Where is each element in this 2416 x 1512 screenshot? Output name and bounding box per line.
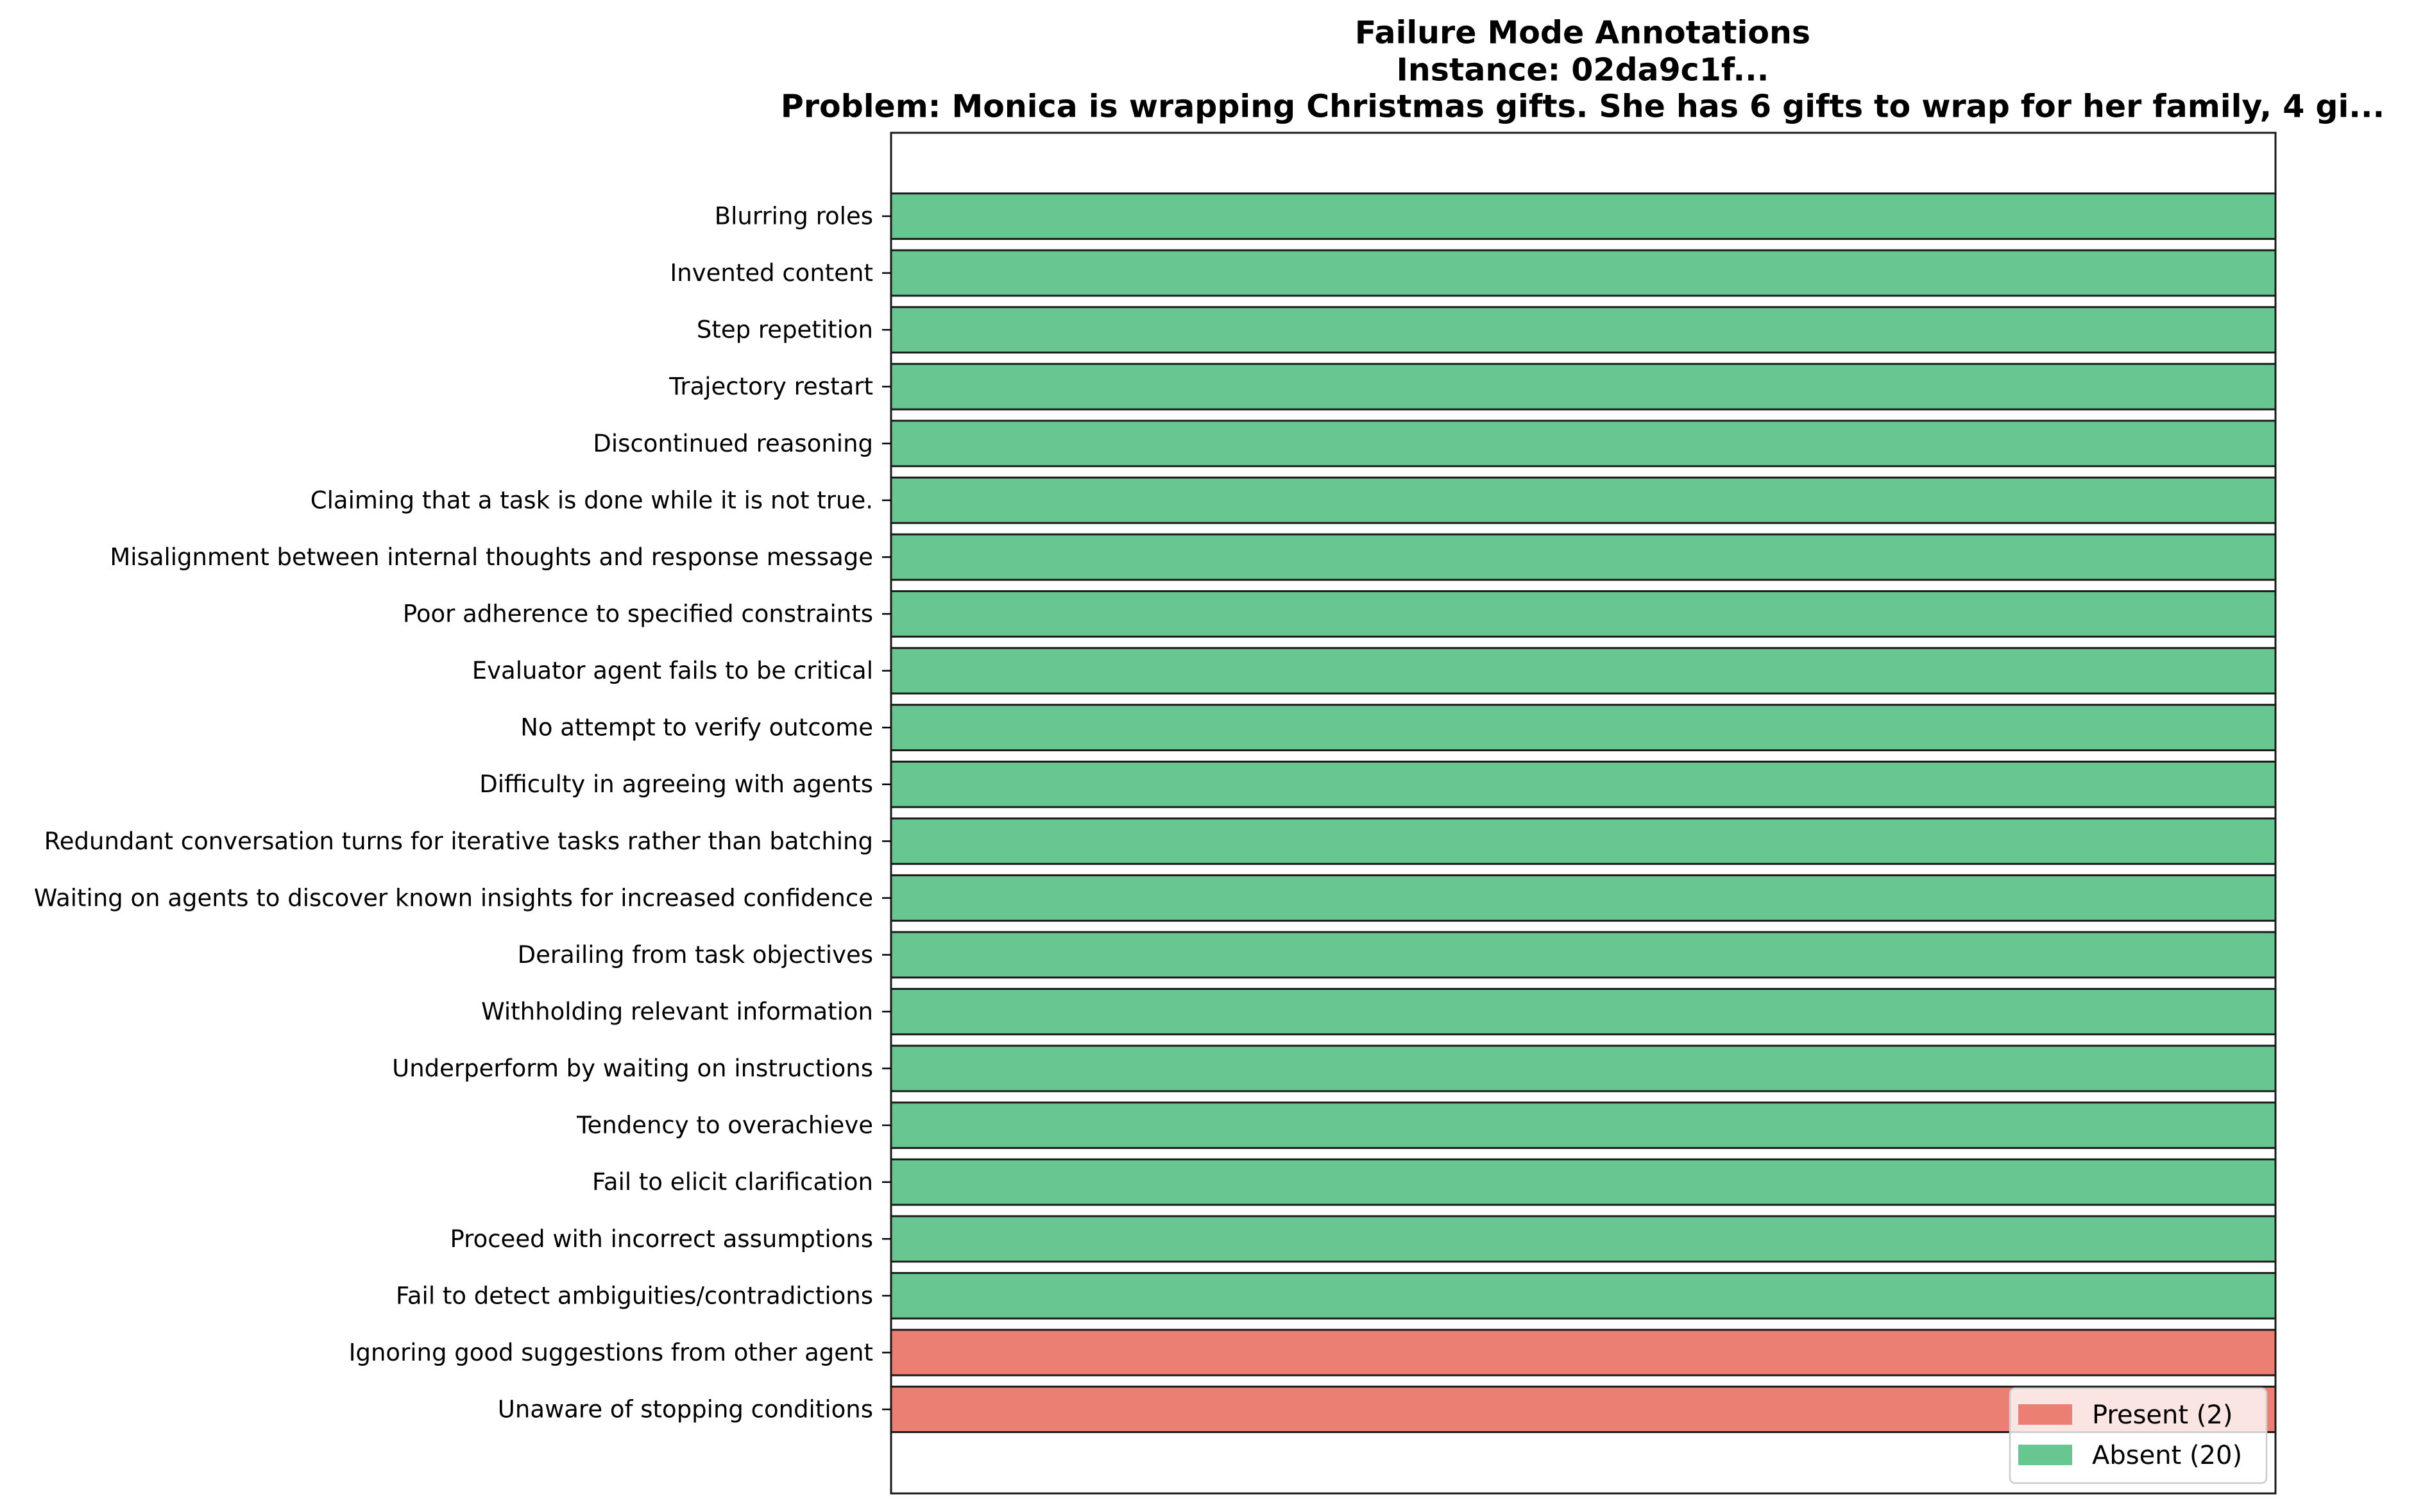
bar-absent	[890, 192, 2277, 240]
y-tick-label: Unaware of stopping conditions	[498, 1396, 873, 1423]
bar-absent	[890, 760, 2277, 808]
y-tick-label: No attempt to verify outcome	[520, 714, 873, 742]
y-tick-label: Redundant conversation turns for iterati…	[44, 828, 873, 855]
bar-absent	[890, 704, 2277, 752]
y-tick-label: Fail to elicit clarification	[592, 1168, 873, 1196]
bar-absent	[890, 817, 2277, 865]
y-tick-label: Tendency to overachieve	[576, 1112, 873, 1139]
legend-label-absent: Absent (20)	[2092, 1441, 2242, 1470]
y-tick-label: Claiming that a task is done while it is…	[311, 486, 873, 514]
y-tick-labels: Blurring roles Invented content Step repet…	[34, 203, 891, 1423]
y-tick-label: Fail to detect ambiguities/contradiction…	[396, 1282, 873, 1309]
y-tick-label: Difficulty in agreeing with agents	[479, 770, 873, 798]
plot-area-frame	[890, 132, 2277, 1495]
bar-absent	[890, 306, 2277, 354]
y-tick-label: Discontinued reasoning	[593, 430, 873, 457]
y-tick-label: Ignoring good suggestions from other age…	[349, 1339, 873, 1366]
chart-title-line-2: Instance: 02da9c1f...	[1397, 52, 1769, 89]
y-tick-label: Evaluator agent fails to be critical	[472, 657, 873, 684]
y-tick-label: Blurring roles	[715, 203, 873, 230]
bar-absent	[890, 1158, 2277, 1206]
bar-absent	[890, 533, 2277, 581]
y-tick-label: Underperform by waiting on instructions	[392, 1055, 873, 1082]
bar-absent	[890, 988, 2277, 1035]
y-tick-label: Derailing from task objectives	[518, 941, 873, 969]
bar-absent	[890, 874, 2277, 922]
y-tick-label: Trajectory restart	[668, 373, 873, 400]
chart-title-line-3: Problem: Monica is wrapping Christmas gi…	[781, 89, 2385, 125]
bar-absent	[890, 1215, 2277, 1263]
legend-swatch-present	[2018, 1404, 2072, 1425]
legend-label-present: Present (2)	[2092, 1400, 2233, 1430]
y-tick-label: Poor adherence to specified constraints	[403, 600, 873, 628]
bar-absent	[890, 647, 2277, 695]
y-tick-label: Waiting on agents to discover known insi…	[34, 884, 873, 912]
bar-absent	[890, 590, 2277, 638]
bar-absent	[890, 420, 2277, 468]
bar-absent	[890, 1101, 2277, 1150]
y-tick-label: Proceed with incorrect assumptions	[450, 1225, 873, 1253]
chart-title-line-1: Failure Mode Annotations	[1355, 15, 1810, 51]
bar-absent	[890, 1044, 2277, 1092]
bars	[890, 192, 2277, 1433]
y-tick-label: Step repetition	[697, 316, 873, 344]
bar-absent	[890, 362, 2277, 411]
bar-absent	[890, 249, 2277, 297]
legend-box	[2009, 1387, 2268, 1484]
bar-absent	[890, 931, 2277, 979]
bar-absent	[890, 476, 2277, 524]
legend: Present (2) Absent (20)	[2009, 1387, 2268, 1484]
legend-swatch-absent	[2018, 1445, 2072, 1465]
bar-present	[890, 1329, 2277, 1377]
y-tick-label: Withholding relevant information	[481, 998, 873, 1026]
y-tick-label: Misalignment between internal thoughts a…	[110, 543, 873, 571]
bar-absent	[890, 1271, 2277, 1320]
y-tick-label: Invented content	[670, 259, 873, 287]
